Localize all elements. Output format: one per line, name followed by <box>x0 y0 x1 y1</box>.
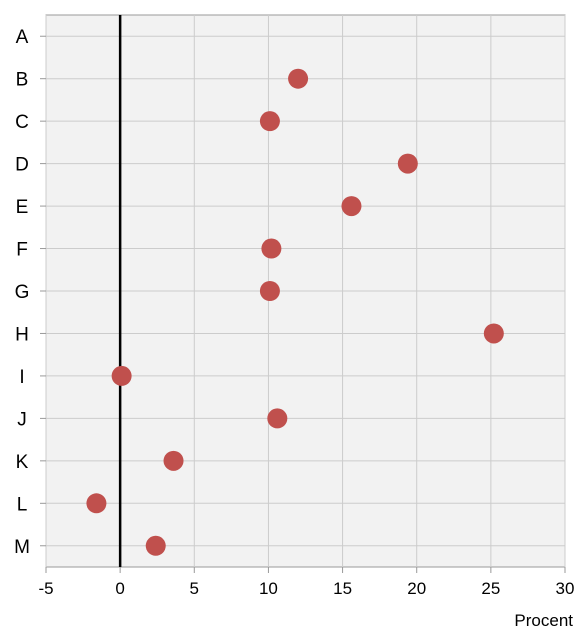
y-tick-label: F <box>16 240 28 261</box>
data-point <box>111 365 132 386</box>
data-point <box>86 493 107 514</box>
data-point <box>259 281 280 301</box>
x-tick-label: 5 <box>190 579 199 598</box>
x-tick-label: 25 <box>481 579 500 598</box>
data-point <box>261 238 282 259</box>
y-tick-label: D <box>15 155 29 176</box>
y-tick-label: K <box>16 452 29 473</box>
y-tick-label: C <box>15 112 29 133</box>
data-point <box>259 111 280 132</box>
data-point <box>163 450 184 471</box>
y-tick-label: I <box>19 367 24 388</box>
x-tick-label: 20 <box>407 579 426 598</box>
x-tick-label: 15 <box>333 579 352 598</box>
y-tick-label: H <box>15 324 29 345</box>
y-tick-label: B <box>16 70 29 91</box>
y-tick-label: J <box>17 409 27 430</box>
axis-ticks: -5 0 5 10 15 20 25 30 A BC DE FGH IJ KL M <box>14 27 574 598</box>
data-point <box>397 153 418 174</box>
x-tick-label: -5 <box>38 579 53 598</box>
x-tick-label: 0 <box>115 579 124 598</box>
y-tick-label: L <box>17 494 28 515</box>
data-point <box>483 323 504 344</box>
data-point <box>267 408 288 429</box>
x-axis-label: Procent <box>514 611 573 630</box>
data-points <box>86 68 504 556</box>
y-tick-label: A <box>16 27 29 48</box>
y-tick-label: M <box>14 537 30 558</box>
x-tick-label: 30 <box>556 579 575 598</box>
x-tick-label: 10 <box>259 579 278 598</box>
data-point <box>145 535 166 556</box>
y-tick-label: G <box>15 282 30 303</box>
y-tick-label: E <box>16 197 29 218</box>
data-point <box>288 68 309 89</box>
data-point <box>341 196 362 217</box>
